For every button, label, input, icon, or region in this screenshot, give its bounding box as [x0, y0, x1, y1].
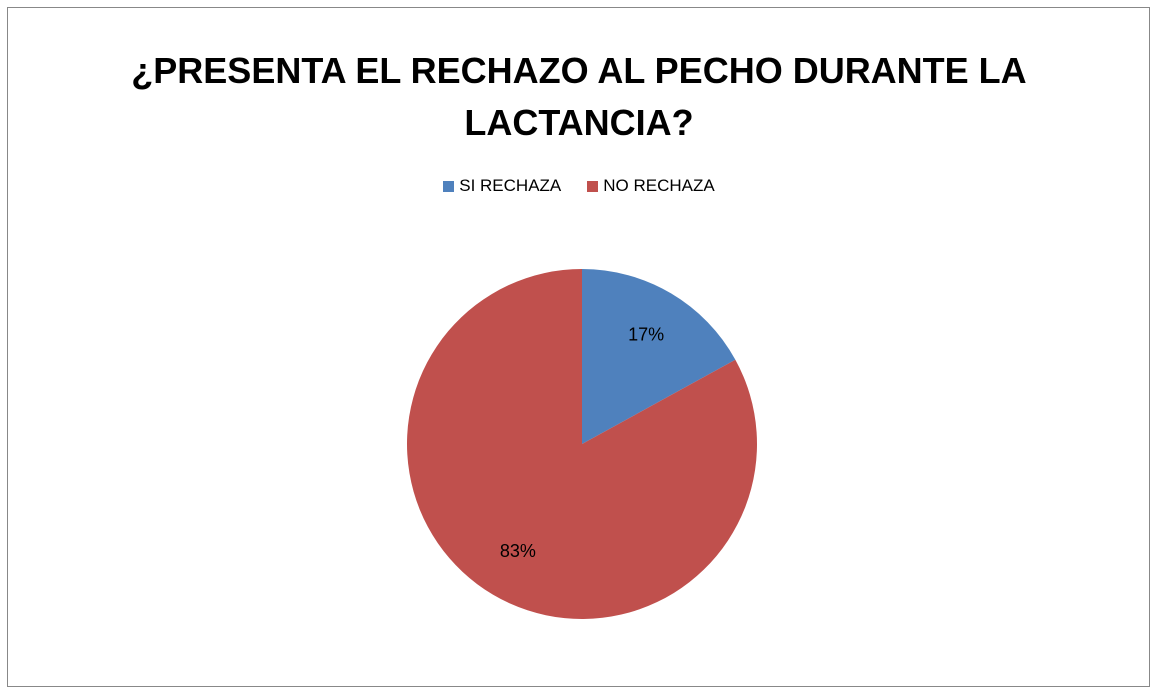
- legend-swatch: [587, 180, 599, 192]
- pie-slice: [407, 269, 758, 620]
- legend-item: SI RECHAZA: [443, 176, 561, 196]
- legend-item: NO RECHAZA: [587, 176, 715, 196]
- legend-swatch: [443, 180, 455, 192]
- chart-title: ¿PRESENTA EL RECHAZO AL PECHO DURANTE LA…: [131, 50, 1027, 143]
- data-label: 83%: [500, 541, 536, 561]
- chart: 17% 83%: [407, 269, 758, 620]
- page: ¿PRESENTA EL RECHAZO AL PECHO DURANTE LA…: [0, 7, 1158, 687]
- legend-label: SI RECHAZA: [459, 176, 562, 195]
- data-label: 17%: [628, 324, 664, 344]
- legend-label: NO RECHAZA: [603, 176, 715, 195]
- legend: SI RECHAZA NO RECHAZA: [0, 176, 1158, 196]
- pie-slice: [582, 269, 736, 444]
